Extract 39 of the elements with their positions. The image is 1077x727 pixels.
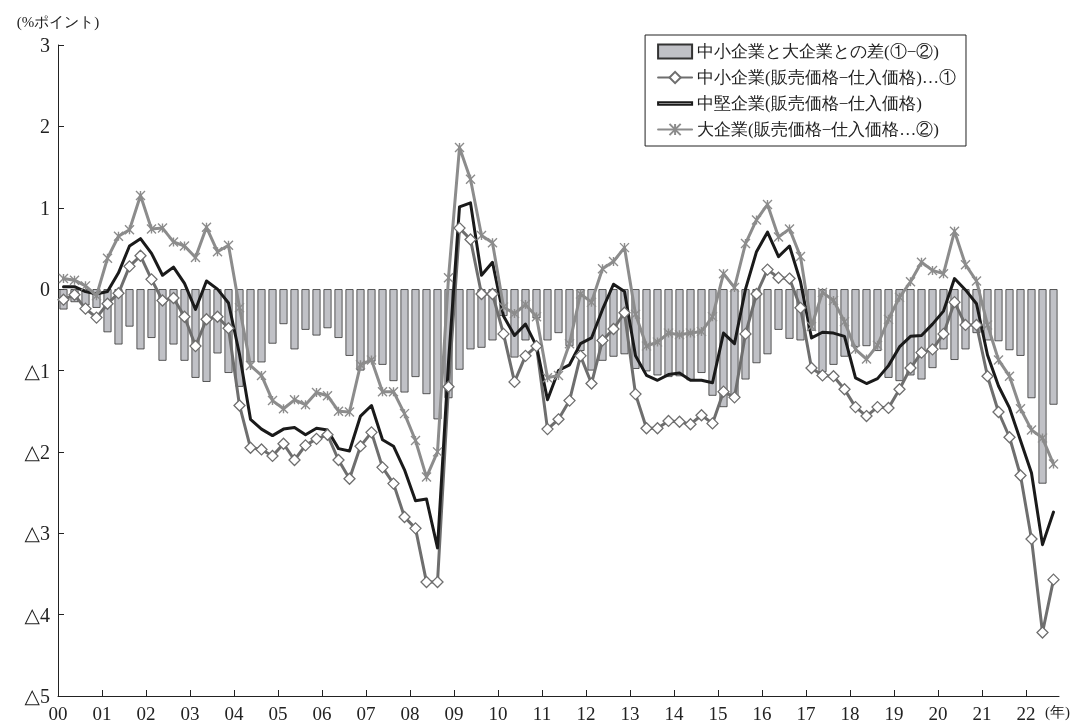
x-tick-label: 05: [268, 703, 288, 724]
x-tick-label: 18: [840, 703, 860, 724]
x-tick-label: 16: [752, 703, 772, 724]
x-tick-label: 02: [136, 703, 156, 724]
y-tick-label: 0: [40, 278, 50, 301]
x-tick-label: 14: [664, 703, 684, 724]
x-tick-label: 15: [708, 703, 728, 724]
x-tick-label: 11: [532, 703, 552, 724]
x-tick-label: 06: [312, 703, 332, 724]
legend-label: 中小企業と大企業との差(①−②): [697, 42, 940, 61]
line-series: [62, 201, 1055, 550]
x-tick-label: 10: [488, 703, 508, 724]
x-tick-label: 12: [576, 703, 596, 724]
y-axis-title: (%ポイント): [16, 13, 100, 31]
x-tick-label: 13: [620, 703, 640, 724]
y-tick-label: 3: [40, 34, 50, 56]
x-tick-label: 08: [400, 703, 420, 724]
x-tick-label: 19: [884, 703, 904, 724]
y-tick-label: △3: [24, 522, 50, 545]
x-tick-label: 01: [92, 703, 112, 724]
x-tick-label: 21: [972, 703, 992, 724]
x-tick-label: 20: [928, 703, 948, 724]
y-tick-label: 1: [40, 196, 50, 219]
y-tick-label: △1: [24, 359, 50, 382]
y-tick-label: △5: [24, 685, 50, 707]
x-tick-label: 17: [796, 703, 816, 724]
x-tick-label: 07: [356, 703, 376, 724]
x-axis-title: (年): [1045, 703, 1070, 721]
legend-label: 中小企業(販売価格−仕入価格)…①: [697, 68, 957, 87]
y-tick-label: △4: [24, 603, 50, 626]
x-tick-label: 03: [180, 703, 200, 724]
x-tick-label: 22: [1016, 703, 1036, 724]
x-tick-label: 00: [48, 703, 68, 724]
x-tick-label: 04: [224, 703, 244, 724]
x-tick-label: 09: [444, 703, 464, 724]
legend-label: 大企業(販売価格−仕入価格…②): [697, 120, 940, 139]
y-tick-label: △2: [24, 440, 50, 463]
legend-label: 中堅企業(販売価格−仕入価格): [697, 94, 923, 113]
y-tick-label: 2: [40, 115, 50, 138]
